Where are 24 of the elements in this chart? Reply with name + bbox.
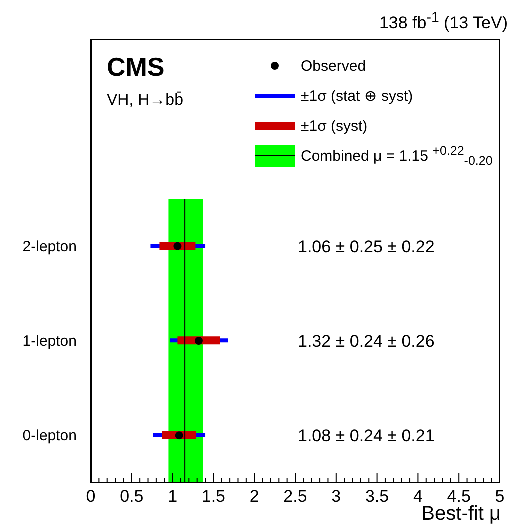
x-tick-label: 3 xyxy=(332,487,342,506)
y-tick-label: 1-lepton xyxy=(22,333,77,350)
text: VH, H→bb̄ xyxy=(107,92,184,110)
chart-title: 138 fb$^{-1}$ (13 TeV) xyxy=(379,10,508,34)
x-tick-label: 0.5 xyxy=(120,487,144,506)
x-tick-label: 5 xyxy=(495,487,505,506)
annotation: 1.08 ± 0.24 ± 0.21 xyxy=(298,426,435,446)
legend-label: Observed xyxy=(301,58,366,74)
x-tick-label: 0 xyxy=(86,487,96,506)
x-tick-label: 4.5 xyxy=(447,487,471,506)
annotation: 1.32 ± 0.24 ± 0.26 xyxy=(298,332,435,351)
x-tick-label: 2.5 xyxy=(284,487,308,506)
x-tick-label: 1.5 xyxy=(202,487,226,506)
x-tick-label: 3.5 xyxy=(365,487,390,506)
x-axis-title: Best-fit μ xyxy=(422,503,501,525)
x-tick-label: 4 xyxy=(413,487,423,506)
x-tick-label: 2 xyxy=(250,487,260,506)
text: CMS xyxy=(107,52,165,83)
legend-label: ±1σ (stat ⊕ syst) xyxy=(301,87,414,105)
y-tick-label: 2-lepton xyxy=(22,238,77,256)
annotation: 1.06 ± 0.25 ± 0.22 xyxy=(298,237,435,256)
legend-label: ±1σ (syst) xyxy=(301,118,368,134)
x-tick-label: 1 xyxy=(168,487,178,506)
y-tick-label: 0-lepton xyxy=(22,428,77,445)
